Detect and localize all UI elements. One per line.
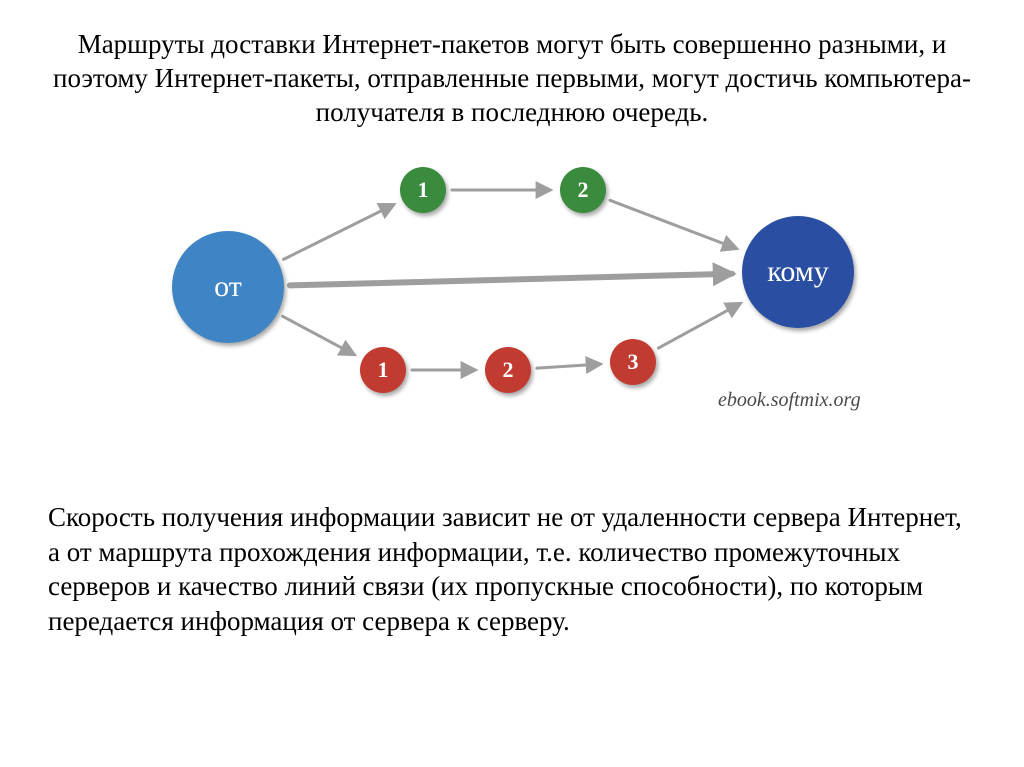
diagram-attribution: ebook.softmix.org (718, 389, 861, 412)
diagram-edge (658, 304, 740, 349)
node-to: кому (742, 216, 854, 328)
node-label: 1 (418, 177, 429, 203)
diagram-edge (290, 274, 732, 286)
node-label: 2 (503, 357, 514, 383)
node-label: 2 (578, 177, 589, 203)
node-r2: 2 (485, 347, 531, 393)
diagram-edge (284, 205, 394, 260)
node-label: кому (767, 255, 828, 289)
diagram-edge (283, 316, 354, 354)
node-r1: 1 (360, 347, 406, 393)
node-label: от (214, 270, 242, 304)
slide-page: Маршруты доставки Интернет-пакетов могут… (0, 0, 1024, 767)
diagram-edge (610, 200, 736, 248)
intro-paragraph: Маршруты доставки Интернет-пакетов могут… (40, 28, 984, 129)
explanation-paragraph: Скорость получения информации зависит не… (48, 500, 976, 638)
node-label: 3 (628, 349, 639, 375)
node-g2: 2 (560, 167, 606, 213)
node-label: 1 (378, 357, 389, 383)
routing-diagram: ebook.softmix.org от кому 1 2 1 2 3 (108, 152, 908, 424)
diagram-edge (537, 364, 600, 368)
node-from: от (172, 231, 284, 343)
node-g1: 1 (400, 167, 446, 213)
node-r3: 3 (610, 339, 656, 385)
